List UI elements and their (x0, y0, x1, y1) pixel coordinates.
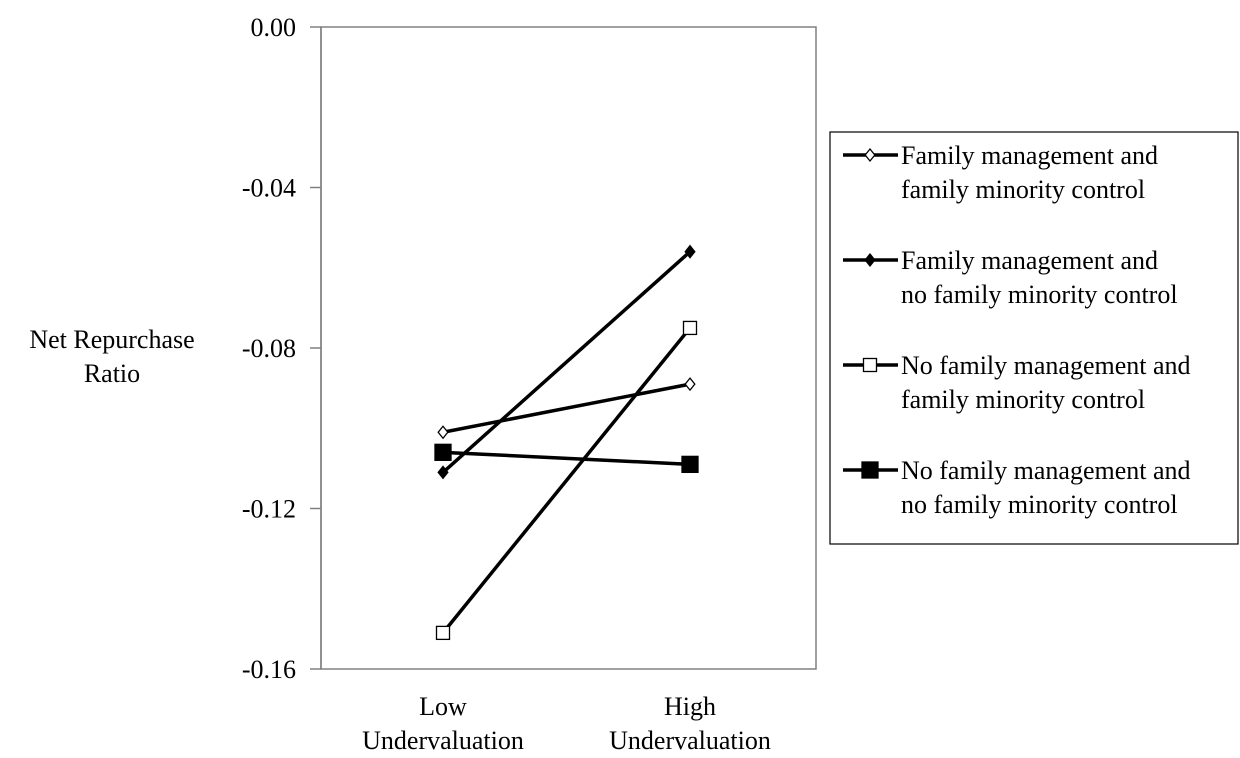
x-tick-label-high-1: High (664, 692, 716, 721)
data-point (684, 377, 696, 392)
y-tick-label: -0.12 (242, 495, 296, 524)
legend-marker (861, 461, 879, 479)
series-2 (437, 244, 696, 480)
series-4 (434, 443, 699, 474)
series-3 (435, 320, 698, 641)
series-line (442, 382, 691, 434)
y-tick-label: -0.04 (242, 174, 296, 203)
legend-marker (864, 147, 876, 163)
legend-entry-2: Family management and no family minority … (843, 246, 1178, 309)
x-tick-label-low-1: Low (419, 692, 467, 721)
legend-label: no family minority control (901, 280, 1178, 309)
legend-label: no family minority control (901, 490, 1178, 519)
data-point (684, 244, 696, 259)
legend-entry-3: No family management and family minority … (843, 351, 1191, 414)
data-point (682, 320, 698, 336)
legend-label: Family management and (901, 246, 1158, 275)
data-point (435, 625, 451, 641)
y-tick-label: 0.00 (251, 13, 297, 42)
y-axis-label-line-1: Net Repurchase (29, 325, 194, 354)
legend-label: family minority control (901, 175, 1145, 204)
series-line (441, 326, 692, 634)
legend-label: family minority control (901, 385, 1145, 414)
legend-box (829, 131, 1239, 545)
data-point (437, 425, 449, 440)
legend-marker (864, 252, 876, 268)
series-group (434, 244, 699, 641)
legend-marker (862, 357, 878, 373)
plot-area (320, 26, 817, 670)
y-axis: 0.00 -0.04 -0.08 -0.12 -0.16 (242, 13, 322, 684)
series-1 (437, 377, 696, 440)
y-tick-label: -0.16 (242, 655, 296, 684)
legend: Family management and family minority con… (829, 131, 1239, 545)
legend-entry-1: Family management and family minority con… (843, 141, 1158, 204)
legend-label: Family management and (901, 141, 1158, 170)
data-point (437, 465, 449, 480)
legend-label: No family management and (901, 456, 1191, 485)
x-axis: Low Undervaluation High Undervaluation (362, 692, 771, 755)
series-line (441, 250, 692, 474)
data-point (681, 455, 699, 474)
x-tick-label-high-2: Undervaluation (609, 726, 771, 755)
y-axis-label-line-2: Ratio (84, 359, 140, 388)
data-point (434, 443, 452, 461)
y-tick-label: -0.08 (242, 334, 296, 363)
legend-entry-4: No family management and no family minori… (843, 456, 1191, 519)
legend-label: No family management and (901, 351, 1191, 380)
series-line (442, 450, 691, 467)
x-tick-label-low-2: Undervaluation (362, 726, 524, 755)
